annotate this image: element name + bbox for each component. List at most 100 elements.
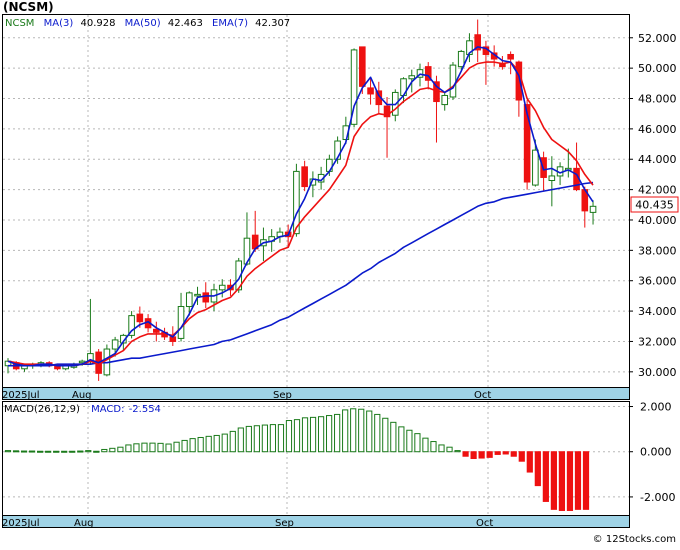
macd-bar-negative: [566, 451, 574, 511]
legend-ma3-value: 40.928: [80, 18, 115, 29]
macd-bar-positive: [213, 434, 220, 453]
price-tick-label: 30.000: [638, 366, 677, 379]
candle-body-down: [202, 292, 210, 303]
macd-bar-positive: [20, 450, 28, 453]
macd-bar-positive: [245, 425, 252, 453]
price-x-label: 2025Jul: [2, 390, 40, 401]
macd-bar-positive: [350, 408, 357, 453]
ma3-line: [7, 46, 594, 367]
macd-bar-positive: [301, 417, 309, 453]
candle-body-down: [367, 87, 374, 95]
ema7-line: [7, 61, 594, 367]
price-x-label: Oct: [474, 390, 491, 401]
candle: [367, 78, 374, 105]
macd-bar-positive: [133, 443, 140, 453]
price-tick-label: 50.000: [638, 62, 677, 75]
candle-body-down: [136, 313, 144, 323]
candle-body-down: [507, 53, 514, 60]
candle-body-up: [589, 205, 597, 213]
candle: [589, 200, 597, 225]
macd-bar-positive: [189, 438, 196, 453]
macd-bar-positive: [342, 409, 349, 453]
candle-body-up: [548, 175, 556, 182]
candle-body-up: [120, 334, 127, 344]
macd-bar-negative: [558, 451, 566, 511]
candle: [383, 96, 391, 158]
macd-bar-positive: [366, 410, 373, 453]
macd-bar-positive: [45, 450, 52, 453]
ma50-line: [8, 181, 594, 367]
macd-bar-positive: [326, 415, 333, 453]
macd-bar-positive: [269, 424, 277, 453]
macd-bar-positive: [4, 450, 12, 453]
candle: [474, 19, 481, 63]
price-tick-label: 38.000: [638, 244, 677, 257]
macd-bar-negative: [518, 451, 525, 462]
macd-bar-positive: [414, 433, 421, 453]
candle-body-up: [218, 284, 226, 291]
macd-tick-label: 0.000: [640, 446, 672, 459]
candle: [350, 48, 358, 128]
macd-bar-positive: [12, 450, 20, 453]
candle-body-down: [301, 166, 308, 188]
macd-bar-positive: [37, 450, 44, 453]
macd-bar-positive: [117, 446, 124, 453]
macd-legend-value-label: MACD:: [91, 404, 124, 415]
candle-body-down: [383, 105, 391, 118]
macd-bar-positive: [181, 439, 188, 453]
macd-bar-negative: [486, 451, 493, 458]
macd-bar-positive: [422, 437, 429, 453]
macd-bar-positive: [53, 450, 60, 453]
legend-ma3-label: MA(3): [44, 18, 74, 29]
candle-body-up: [350, 49, 358, 125]
candle-body-down: [474, 34, 481, 51]
candle: [457, 49, 465, 70]
macd-bar-positive: [229, 430, 236, 453]
price-tick-label: 52.000: [638, 32, 677, 45]
price-tick-label: 48.000: [638, 93, 677, 106]
macd-bar-positive: [61, 450, 68, 453]
macd-bar-negative: [574, 451, 582, 510]
candle-body-up: [293, 170, 300, 235]
candle-body-up: [194, 293, 201, 297]
candle: [293, 163, 300, 237]
macd-bar-positive: [125, 444, 132, 453]
price-x-label: Sep: [273, 390, 292, 401]
macd-bar-positive: [285, 420, 293, 453]
macd-bar-negative: [550, 451, 557, 510]
candle: [532, 139, 539, 187]
candle: [185, 291, 193, 316]
price-tick-label: 36.000: [638, 275, 677, 288]
macd-bar-negative: [582, 451, 590, 510]
macd-bar-positive: [205, 435, 212, 453]
macd-legend-value: -2.554: [129, 404, 161, 415]
macd-legend: MACD(26,12,9) MACD: -2.554: [4, 404, 161, 415]
macd-bar-positive: [93, 450, 100, 453]
candle: [194, 286, 201, 306]
price-tick-label: 44.000: [638, 153, 677, 166]
macd-bar-positive: [69, 450, 76, 453]
macd-bar-positive: [382, 417, 389, 453]
macd-bar-positive: [406, 429, 413, 453]
macd-bar-positive: [398, 426, 405, 453]
price-tick-label: 46.000: [638, 123, 677, 136]
candle-body-down: [523, 104, 531, 183]
candle: [301, 160, 308, 192]
macd-bar-positive: [253, 425, 260, 453]
price-tick-label: 32.000: [638, 335, 677, 348]
macd-bar-negative: [534, 451, 541, 487]
price-tag-box: [630, 196, 679, 213]
macd-x-axis: 2025Jul Aug Sep Oct: [2, 518, 493, 529]
macd-bar-positive: [237, 427, 244, 453]
price-x-label: Aug: [72, 390, 92, 401]
macd-tick-label: 2.000: [640, 401, 672, 414]
macd-tick-label: -2.000: [640, 491, 675, 504]
price-tick-label: 42.000: [638, 184, 677, 197]
macd-histogram: [4, 408, 590, 511]
macd-bar-negative: [462, 451, 469, 457]
macd-bar-positive: [374, 413, 381, 453]
macd-bar-positive: [157, 442, 164, 453]
price-plot-frame: [2, 14, 630, 388]
macd-bar-positive: [149, 442, 156, 453]
